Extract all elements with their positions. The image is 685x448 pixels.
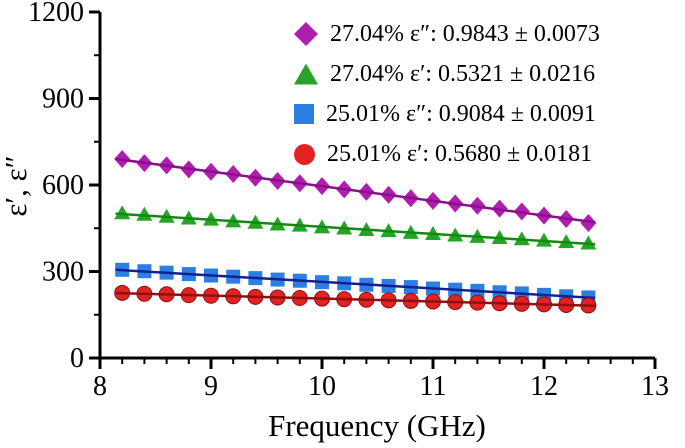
legend-label: 27.04% ε″: 0.9843 ± 0.0073 bbox=[330, 20, 600, 47]
x-axis-label: Frequency (GHz) bbox=[268, 408, 486, 443]
svg-text:900: 900 bbox=[42, 84, 84, 115]
svg-text:8: 8 bbox=[93, 371, 107, 402]
svg-text:11: 11 bbox=[420, 371, 447, 402]
svg-text:13: 13 bbox=[641, 371, 669, 402]
svg-text:0: 0 bbox=[70, 343, 84, 374]
svg-text:12: 12 bbox=[530, 371, 558, 402]
svg-text:10: 10 bbox=[308, 371, 336, 402]
svg-text:600: 600 bbox=[42, 170, 84, 201]
legend-label: 27.04% ε′: 0.5321 ± 0.0216 bbox=[330, 60, 596, 87]
svg-text:300: 300 bbox=[42, 257, 84, 288]
legend-item: 27.04% ε″: 0.9843 ± 0.0073 bbox=[294, 14, 600, 54]
diamond-marker-icon bbox=[294, 22, 318, 46]
svg-text:1200: 1200 bbox=[28, 0, 84, 28]
triangle-marker-icon bbox=[294, 63, 318, 85]
legend: 27.04% ε″: 0.9843 ± 0.0073 27.04% ε′: 0.… bbox=[294, 14, 600, 174]
legend-label: 25.01% ε′: 0.5680 ± 0.0181 bbox=[327, 140, 593, 167]
circle-marker-icon bbox=[294, 143, 315, 165]
legend-label: 25.01% ε″: 0.9084 ± 0.0091 bbox=[326, 100, 596, 127]
legend-item: 25.01% ε″: 0.9084 ± 0.0091 bbox=[294, 94, 600, 134]
legend-item: 25.01% ε′: 0.5680 ± 0.0181 bbox=[294, 134, 600, 174]
square-marker-icon bbox=[294, 104, 314, 124]
y-axis-label: ε′, ε″ bbox=[0, 155, 33, 217]
legend-item: 27.04% ε′: 0.5321 ± 0.0216 bbox=[294, 54, 600, 94]
svg-text:9: 9 bbox=[204, 371, 218, 402]
